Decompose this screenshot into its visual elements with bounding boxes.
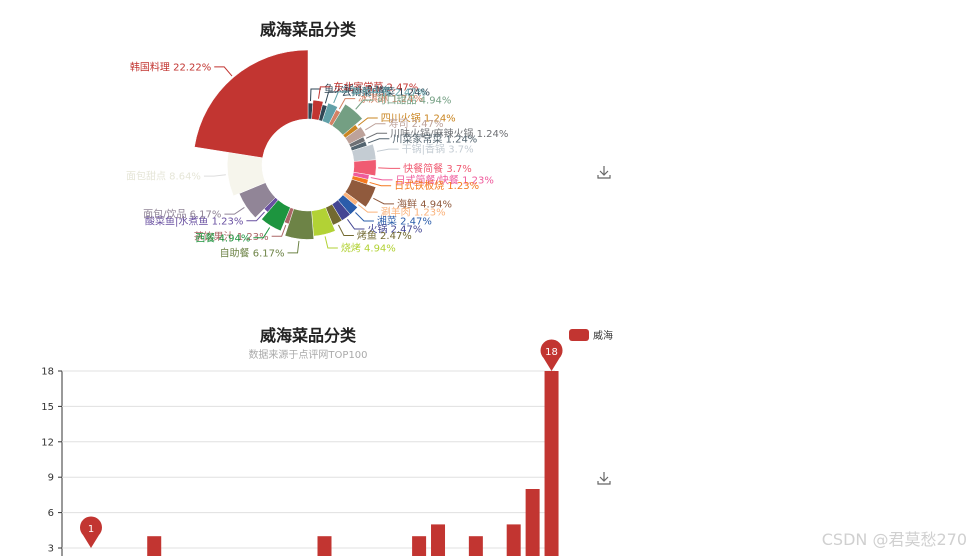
pie-label-line [333,91,349,104]
pie-label-line [324,236,338,249]
markpoint-shape [540,339,563,371]
pie-slice-label: 其他中餐 2.47% [351,85,426,98]
y-tick-label: 6 [48,508,54,519]
pie-slice-label: 火锅 2.47% [367,224,422,236]
pie-slice-label: 寿司 2.47% [389,117,444,130]
pie-slice-label: 可口甜品 4.94% [376,94,451,107]
pie-slice-label: 干锅|香锅 3.7% [402,144,474,156]
pie-label-line [358,117,378,126]
bar-chart-title: 威海菜品分类 [260,326,357,345]
markpoint-label: 1 [88,524,94,535]
pie-download-icon[interactable] [597,166,611,179]
pie-slice[interactable] [353,159,377,177]
legend-label: 威海 [593,329,613,342]
pie-label-line [357,204,378,213]
bar-legend[interactable]: 威海 [569,329,613,342]
markpoint-pin[interactable]: 1 [80,516,102,548]
pie-slice-label: 酸菜鱼|水煮鱼 1.23% [145,214,243,227]
pie-label-line [337,224,354,237]
legend-swatch [569,329,589,341]
pie-label-line [338,98,356,110]
pie-slice-label: 日式铁板烧 1.23% [394,179,479,192]
pie-slice-label: 湘菜 2.47% [377,214,432,227]
pie-slice-label: 面包/饮品 6.17% [143,208,221,221]
pie-label-line [246,211,265,222]
bar[interactable] [468,536,483,556]
pie-label-line [355,212,374,222]
bar[interactable] [544,371,559,556]
pie-slice-label: 自助餐 6.17% [220,246,285,259]
markpoint-shape [80,516,102,548]
y-tick-label: 12 [41,437,54,448]
pie-label-line [317,86,331,99]
pie-chart-title: 威海菜品分类 [260,20,357,39]
pie-label-line [365,123,386,131]
pie-label-line [203,174,226,177]
bar-bars [147,371,559,556]
pie-label-line [324,91,339,104]
pie-slice-label: 海鲜 4.94% [397,197,452,210]
pie-slice-label: 烧烤 4.94% [341,242,396,255]
pie-slice[interactable] [284,208,315,240]
pie-label-line [287,240,300,254]
bar[interactable] [147,536,162,556]
pie-slice-label: 川味火锅/麻辣火锅 1.24% [390,127,508,140]
pie-label-line [369,181,392,187]
pie-label-line [310,88,321,102]
pie-slice-label: 四川火锅 1.24% [381,112,456,124]
pie-slice-label: 川菜家常菜 1.24% [392,132,477,145]
pie-slice-label: 涮羊肉 1.23% [381,206,446,219]
markpoint-pin[interactable]: 18 [540,339,563,371]
pie-slice[interactable] [344,126,367,145]
bar[interactable] [431,524,446,556]
watermark: CSDN @君莫愁270 [821,530,967,549]
pie-label-line [355,99,374,110]
bar-grid: 3 6 9 12 15 18 [41,367,555,556]
pie-slice-label: 日式简餐/快餐 1.23% [396,173,494,186]
pie-slice-label: 烤鱼 2.47% [357,229,412,242]
pie-slice-label: 茶饮果汁 1.23% [194,230,269,243]
pie-slice[interactable] [321,102,338,125]
pie-slice-label: 东北家常菜 2.47% [333,80,418,93]
y-tick-label: 15 [41,402,54,413]
pie-slices [194,49,377,240]
bar-chart-subtitle: 数据来源于点评网TOP100 [248,348,367,361]
pie-label-line [367,138,390,144]
pie-slice[interactable] [331,103,363,136]
pie-label-line [347,219,365,230]
pie-label-line [214,66,233,77]
markpoint-label: 18 [545,347,558,358]
bar-download-icon[interactable] [597,472,611,485]
pie-slice-label: 面包甜点 8.64% [126,170,201,183]
pie-label-line [376,148,399,152]
bar[interactable] [506,524,521,556]
y-tick-label: 9 [48,473,54,484]
pie-slice[interactable] [311,99,324,121]
pie-slice-label: 快餐简餐 3.7% [403,162,472,175]
pie-slice-label: 云南菜|滇菜 1.24% [342,85,430,98]
pie-label-line [271,224,287,237]
pie-slice-label: 冰淇淋 1.24% [358,92,423,105]
pie-label-line [365,132,388,139]
pie-slice[interactable] [261,199,291,232]
pie-label-line [373,197,395,205]
pie-labels: 鱼火锅 1.23%东北家常菜 2.47%云南菜|滇菜 1.24%其他中餐 2.4… [126,60,508,259]
pie-slice-label: 西餐 4.94% [195,231,250,244]
pie-label-line [253,227,271,239]
pie-slice-label: 韩国料理 22.22% [130,60,211,73]
bar[interactable] [525,489,540,556]
pie-slice[interactable] [344,178,377,208]
bar[interactable] [412,536,427,556]
y-tick-label: 18 [41,367,54,378]
y-tick-label: 3 [48,544,54,555]
pie-label-line [370,177,393,181]
bar[interactable] [317,536,332,556]
pie-slice[interactable] [194,49,309,159]
pie-label-line [224,207,245,215]
bar-markpoints: 1 18 [80,339,563,548]
